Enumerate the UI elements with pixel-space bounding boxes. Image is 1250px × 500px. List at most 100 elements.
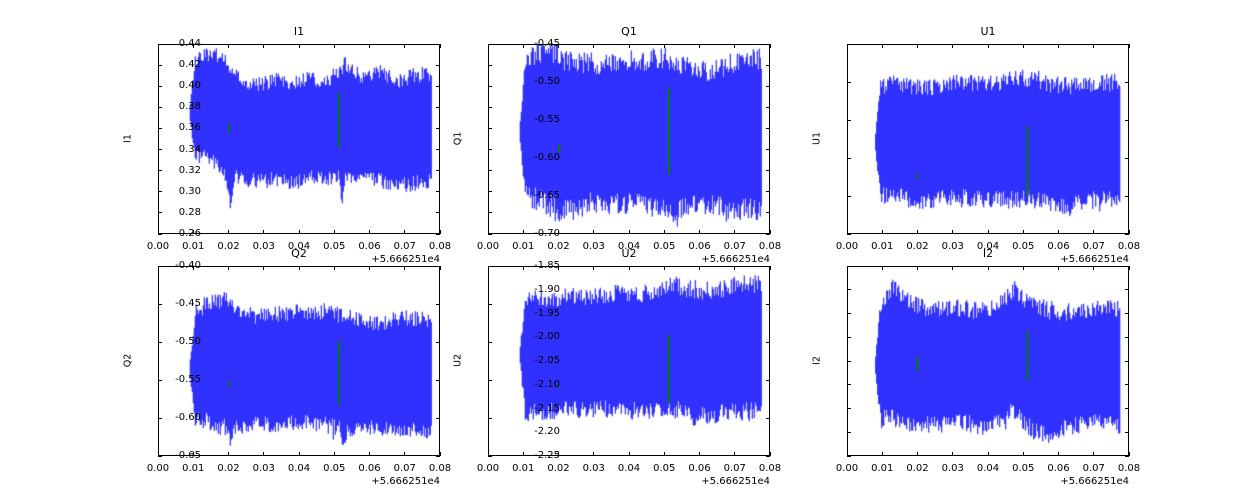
x-tick-mark-top	[1022, 44, 1024, 48]
x-tick-mark-top	[699, 266, 700, 270]
y-tick-mark-right	[766, 341, 770, 343]
plot-area	[158, 44, 440, 234]
subplot-u1: U1 -0.70 -0.65 -0.60 -0.55 -0.50 -0.45 0.00 0.01…	[534, 25, 1140, 265]
x-tick-mark	[439, 230, 441, 234]
x-tick-mark	[769, 230, 771, 234]
x-tick-mark-top	[369, 266, 370, 270]
x-tick-mark-top	[952, 44, 954, 48]
x-tick-label: 0.02	[217, 463, 240, 474]
x-tick-mark-top	[298, 266, 300, 270]
x-tick-mark	[1093, 230, 1095, 234]
y-tick-mark-right	[1125, 157, 1129, 159]
x-tick-mark-top	[881, 44, 883, 48]
y-tick-mark	[158, 303, 162, 305]
y-tick-mark	[847, 157, 851, 159]
y-tick-mark-right	[1125, 313, 1129, 314]
x-tick-mark-top	[157, 44, 159, 48]
y-tick-mark-right	[766, 233, 770, 235]
y-tick-mark	[158, 212, 162, 214]
x-tick-mark	[1128, 452, 1130, 456]
y-tick-label: -2.00	[534, 331, 560, 343]
y-tick-mark	[847, 43, 851, 45]
x-tick-mark-top	[558, 266, 559, 270]
data-trace	[159, 267, 439, 455]
y-tick-mark	[158, 170, 162, 172]
y-tick-mark	[847, 408, 851, 409]
x-tick-label: 0.07	[1082, 241, 1105, 252]
x-tick-mark	[404, 230, 406, 234]
x-tick-label: 0.02	[906, 241, 929, 252]
x-tick-mark	[734, 452, 736, 456]
x-tick-mark	[298, 452, 300, 456]
x-tick-mark-top	[769, 266, 771, 270]
y-tick-mark	[847, 384, 851, 386]
y-tick-mark	[488, 170, 492, 172]
x-tick-mark-top	[404, 266, 406, 270]
x-axis-offset-text: +5.666251e4	[1060, 254, 1129, 265]
y-tick-label: -0.50	[534, 76, 560, 87]
x-tick-label: 0.05	[323, 241, 346, 252]
x-tick-mark-top	[404, 44, 406, 48]
y-tick-mark-right	[436, 64, 440, 66]
x-tick-mark-top	[333, 266, 335, 270]
plot-area	[847, 266, 1129, 456]
data-trace	[489, 267, 769, 455]
x-tick-label: 0.08	[428, 463, 452, 474]
x-tick-mark-top	[881, 266, 883, 270]
x-tick-mark-top	[228, 44, 229, 48]
x-tick-label: 0.01	[512, 463, 535, 474]
y-tick-mark	[488, 233, 492, 235]
y-tick-mark-right	[766, 170, 770, 172]
x-tick-label: 0.04	[287, 463, 311, 474]
y-tick-label: -0.60	[534, 152, 560, 163]
subplot-u2: U2 -0.65 -0.60 -0.55 -0.50 -0.45 -0.40 0.00 0.01…	[175, 247, 781, 487]
y-tick-label: -2.10	[534, 378, 560, 390]
y-tick-mark	[158, 265, 162, 267]
x-tick-mark-top	[628, 266, 630, 270]
x-tick-mark	[487, 230, 489, 234]
x-tick-label: 0.06	[1047, 241, 1070, 252]
x-tick-mark	[1093, 452, 1095, 456]
y-tick-mark-right	[1125, 195, 1129, 197]
x-tick-mark-top	[917, 44, 918, 48]
x-tick-mark	[663, 230, 665, 234]
y-tick-mark-right	[766, 85, 770, 87]
x-tick-label: 0.01	[182, 241, 205, 252]
x-tick-mark	[917, 452, 918, 456]
x-tick-label: 0.03	[252, 463, 275, 474]
x-tick-label: 0.01	[871, 241, 894, 252]
y-tick-mark-right	[436, 85, 440, 87]
x-tick-label: 0.05	[1012, 463, 1035, 474]
y-tick-mark	[158, 191, 162, 193]
x-tick-label: 0.02	[906, 463, 929, 474]
x-tick-label: 0.00	[476, 241, 500, 252]
x-tick-mark-top	[593, 44, 595, 48]
x-tick-mark-top	[734, 44, 736, 48]
x-tick-mark	[439, 452, 441, 456]
y-tick-label: -1.95	[534, 307, 560, 319]
y-tick-mark	[847, 233, 851, 235]
y-tick-mark	[158, 43, 162, 45]
x-tick-label: 0.00	[476, 463, 500, 474]
y-tick-mark-right	[766, 417, 770, 419]
y-tick-mark-right	[766, 212, 770, 214]
y-tick-label: 0.40	[178, 80, 201, 92]
x-tick-mark	[881, 452, 883, 456]
x-tick-label: 0.07	[723, 241, 746, 252]
y-tick-mark-right	[766, 265, 770, 267]
y-axis-label: I1	[122, 134, 134, 143]
y-tick-mark	[158, 149, 162, 151]
x-tick-label: 0.07	[723, 463, 746, 474]
y-tick-mark	[488, 265, 492, 267]
y-tick-label: -0.65	[534, 190, 560, 201]
x-tick-mark	[952, 230, 954, 234]
x-tick-label: 0.01	[182, 463, 205, 474]
y-tick-label: -2.25	[534, 450, 560, 461]
y-tick-label: 0.44	[178, 38, 201, 49]
x-tick-mark-top	[952, 266, 954, 270]
x-tick-label: 0.03	[582, 241, 605, 252]
y-tick-mark-right	[436, 127, 440, 129]
x-tick-mark	[228, 452, 229, 456]
y-tick-mark-right	[1125, 265, 1129, 267]
y-tick-mark-right	[1125, 360, 1129, 362]
